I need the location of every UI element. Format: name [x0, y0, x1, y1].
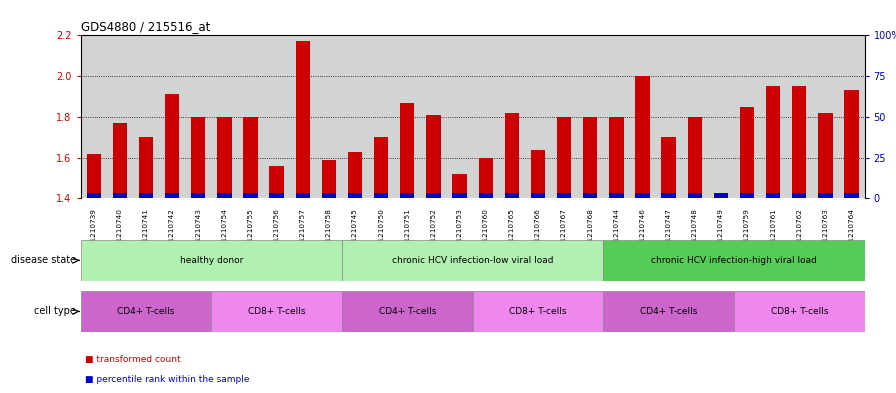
- Bar: [270, 166, 284, 198]
- Bar: [792, 193, 806, 198]
- Text: CD8+ T-cells: CD8+ T-cells: [248, 307, 306, 316]
- Bar: [766, 86, 780, 198]
- Bar: [583, 193, 598, 198]
- Text: ■ percentile rank within the sample: ■ percentile rank within the sample: [85, 375, 250, 384]
- Text: chronic HCV infection-low viral load: chronic HCV infection-low viral load: [392, 256, 554, 265]
- Bar: [139, 193, 153, 198]
- Bar: [734, 291, 865, 332]
- Bar: [322, 160, 336, 198]
- Bar: [504, 193, 519, 198]
- Bar: [374, 137, 388, 198]
- Bar: [139, 137, 153, 198]
- Bar: [322, 193, 336, 198]
- Bar: [87, 193, 101, 198]
- Bar: [635, 76, 650, 198]
- Bar: [244, 117, 258, 198]
- Bar: [557, 193, 572, 198]
- Bar: [583, 117, 598, 198]
- Text: chronic HCV infection-high viral load: chronic HCV infection-high viral load: [651, 256, 817, 265]
- Bar: [426, 115, 441, 198]
- Bar: [557, 117, 572, 198]
- Bar: [473, 291, 603, 332]
- Bar: [766, 193, 780, 198]
- Bar: [687, 117, 702, 198]
- Bar: [87, 154, 101, 198]
- Text: healthy donor: healthy donor: [179, 256, 243, 265]
- Bar: [401, 193, 415, 198]
- Bar: [478, 158, 493, 198]
- Bar: [844, 193, 858, 198]
- Bar: [452, 174, 467, 198]
- Bar: [714, 196, 728, 198]
- Bar: [661, 137, 676, 198]
- Text: CD4+ T-cells: CD4+ T-cells: [379, 307, 436, 316]
- Bar: [165, 193, 179, 198]
- Bar: [635, 193, 650, 198]
- Text: disease state: disease state: [11, 255, 76, 265]
- Bar: [661, 193, 676, 198]
- Bar: [818, 193, 832, 198]
- Bar: [818, 113, 832, 198]
- Bar: [401, 103, 415, 198]
- Bar: [113, 193, 127, 198]
- Bar: [165, 94, 179, 198]
- Bar: [348, 193, 362, 198]
- Bar: [217, 117, 231, 198]
- Text: CD4+ T-cells: CD4+ T-cells: [117, 307, 175, 316]
- Text: cell type: cell type: [34, 307, 76, 316]
- Bar: [740, 193, 754, 198]
- Bar: [687, 193, 702, 198]
- Bar: [792, 86, 806, 198]
- Bar: [211, 291, 342, 332]
- Bar: [342, 240, 603, 281]
- Bar: [348, 152, 362, 198]
- Bar: [740, 107, 754, 198]
- Text: ■ transformed count: ■ transformed count: [85, 355, 181, 364]
- Bar: [296, 193, 310, 198]
- Bar: [81, 240, 342, 281]
- Bar: [530, 149, 545, 198]
- Bar: [452, 193, 467, 198]
- Bar: [342, 291, 473, 332]
- Bar: [374, 193, 388, 198]
- Bar: [504, 113, 519, 198]
- Bar: [603, 240, 865, 281]
- Bar: [191, 117, 205, 198]
- Text: GDS4880 / 215516_at: GDS4880 / 215516_at: [81, 20, 210, 33]
- Text: CD8+ T-cells: CD8+ T-cells: [771, 307, 828, 316]
- Bar: [270, 193, 284, 198]
- Bar: [478, 193, 493, 198]
- Bar: [113, 123, 127, 198]
- Bar: [81, 291, 211, 332]
- Text: CD4+ T-cells: CD4+ T-cells: [640, 307, 697, 316]
- Bar: [603, 291, 734, 332]
- Bar: [296, 42, 310, 198]
- Bar: [191, 193, 205, 198]
- Bar: [609, 193, 624, 198]
- Bar: [844, 90, 858, 198]
- Bar: [244, 193, 258, 198]
- Bar: [217, 193, 231, 198]
- Text: CD8+ T-cells: CD8+ T-cells: [509, 307, 567, 316]
- Bar: [609, 117, 624, 198]
- Bar: [426, 193, 441, 198]
- Bar: [714, 193, 728, 198]
- Bar: [530, 193, 545, 198]
